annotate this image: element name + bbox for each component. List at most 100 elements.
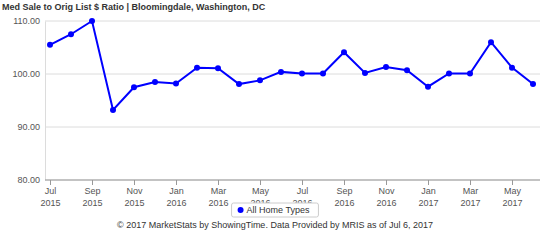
x-tick-mark — [218, 180, 219, 185]
x-tick-label-line: 2015 — [82, 198, 102, 208]
x-tick-mark — [176, 180, 177, 185]
x-tick-mark — [302, 180, 303, 185]
point — [383, 64, 389, 70]
x-tick: Mar 2016 — [208, 180, 228, 208]
x-axis-line — [45, 180, 540, 181]
x-tick-label-line: 2017 — [460, 198, 480, 208]
y-tick: 80.00 — [17, 175, 45, 185]
point — [152, 79, 158, 85]
x-tick-label: Mar 2016 — [208, 186, 228, 208]
point — [362, 70, 368, 76]
point — [425, 84, 431, 90]
y-tick-label: 100.00 — [12, 69, 40, 79]
chart: Med Sale to Orig List $ Ratio | Blooming… — [0, 0, 550, 231]
point — [278, 69, 284, 75]
x-tick-label: Sep 2015 — [82, 186, 102, 208]
y-tick: 90.00 — [17, 122, 45, 132]
point — [257, 77, 263, 83]
footer: © 2017 MarketStats by ShowingTime. Data … — [117, 220, 433, 230]
x-tick: Nov 2015 — [124, 180, 144, 208]
x-tick-label-line: Jul — [297, 186, 309, 196]
y-axis-line — [45, 22, 46, 181]
legend-marker — [238, 207, 244, 213]
x-tick: Mar2017 — [460, 180, 480, 208]
x-tick-mark — [260, 180, 261, 185]
y-axis: 80.00 90.00 100.00 110.00 — [12, 16, 45, 185]
point — [89, 18, 95, 24]
x-tick-label-line: Nov — [126, 186, 143, 196]
x-tick-mark — [344, 180, 345, 185]
point — [404, 67, 410, 73]
x-tick-label: Sep2016 — [334, 186, 354, 208]
x-tick: Sep 2015 — [82, 180, 102, 208]
point — [47, 42, 53, 48]
point — [68, 31, 74, 37]
x-tick-label: Nov 2015 — [124, 186, 144, 208]
x-tick-label: Jan 2016 — [166, 186, 186, 208]
point — [110, 107, 116, 113]
x-tick: Nov 2016 — [376, 180, 396, 208]
x-tick-label-line: Jan — [169, 186, 184, 196]
x-tick-mark — [134, 180, 135, 185]
x-tick-mark — [386, 180, 387, 185]
x-tick: May 2017 — [502, 180, 522, 208]
point — [446, 70, 452, 76]
series-line — [50, 21, 533, 110]
x-tick-label-line: 2017 — [418, 198, 438, 208]
x-tick-label-line: 2016 — [376, 198, 396, 208]
point — [236, 81, 242, 87]
x-tick-label-line: 2017 — [502, 198, 522, 208]
x-tick-mark — [92, 180, 93, 185]
x-tick-label: Nov 2016 — [376, 186, 396, 208]
point — [173, 81, 179, 87]
x-tick-label-line: May — [504, 186, 522, 196]
x-tick-label-line: Jul — [45, 186, 57, 196]
grid — [45, 21, 540, 180]
point — [194, 65, 200, 71]
legend-box — [232, 203, 319, 217]
x-tick-label: Jul 2015 — [40, 186, 60, 208]
point — [488, 39, 494, 45]
point — [530, 81, 536, 87]
x-tick-mark — [428, 180, 429, 185]
x-tick: Jan 2016 — [166, 180, 186, 208]
y-tick-label: 110.00 — [13, 16, 40, 26]
x-tick-label-line: Jan — [421, 186, 436, 196]
x-tick-label: Jan 2017 — [418, 186, 438, 208]
grid-line — [45, 21, 540, 22]
x-tick-label-line: Nov — [378, 186, 395, 196]
x-tick-label-line: 2016 — [166, 198, 186, 208]
x-tick-mark — [470, 180, 471, 185]
x-tick: Jan 2017 — [418, 180, 438, 208]
point — [467, 70, 473, 76]
x-tick-label-line: Sep — [84, 186, 100, 196]
point — [320, 70, 326, 76]
x-tick-label-line: May — [252, 186, 270, 196]
x-tick-mark — [512, 180, 513, 185]
y-tick: 100.00 — [12, 69, 45, 79]
point — [341, 49, 347, 55]
legend-label: All Home Types — [247, 205, 310, 215]
point — [215, 65, 221, 71]
x-tick-label-line: 2016 — [208, 198, 228, 208]
x-tick-label-line: Mar — [211, 186, 227, 196]
x-tick-label-line: Sep — [336, 186, 352, 196]
x-tick-label-line: 2015 — [40, 198, 60, 208]
x-tick-label-line: 2015 — [124, 198, 144, 208]
x-tick-mark — [50, 180, 51, 185]
point — [509, 65, 515, 71]
x-tick: Sep2016 — [334, 180, 354, 208]
title: Med Sale to Orig List $ Ratio | Blooming… — [2, 2, 266, 12]
legend: All Home Types — [232, 203, 319, 217]
x-tick: Jul 2015 — [40, 180, 60, 208]
x-tick-label: May 2017 — [502, 186, 522, 208]
y-tick-label: 80.00 — [17, 175, 40, 185]
y-tick-label: 90.00 — [17, 122, 40, 132]
x-tick-label: Mar2017 — [460, 186, 480, 208]
plot-area — [47, 18, 536, 113]
grid-line — [45, 127, 540, 128]
grid-line — [45, 180, 540, 181]
y-tick: 110.00 — [13, 16, 45, 26]
point — [299, 70, 305, 76]
point — [131, 84, 137, 90]
